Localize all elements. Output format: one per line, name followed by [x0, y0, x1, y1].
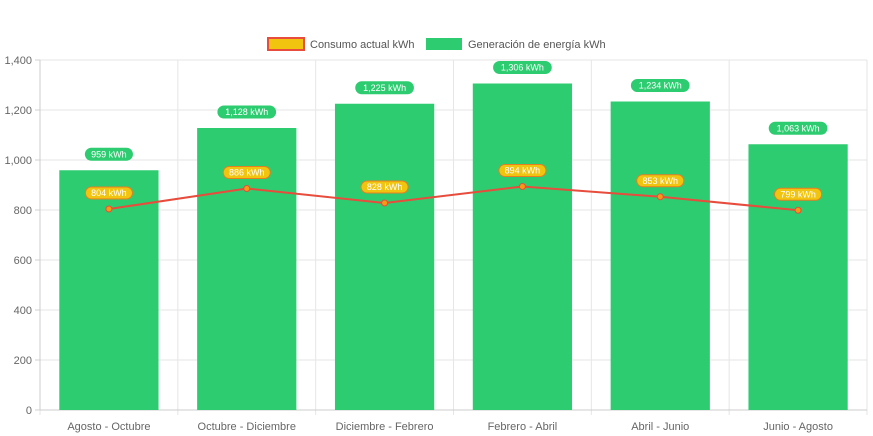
- bar-data-label: 1,306 kWh: [501, 63, 544, 73]
- line-data-label-bg: [360, 180, 409, 194]
- line-data-label-bg: [222, 166, 271, 179]
- x-tick-label: Octubre - Diciembre: [198, 421, 296, 433]
- bar-data-label: 1,234 kWh: [639, 81, 682, 91]
- y-tick-label: 400: [14, 305, 32, 317]
- y-tick-label: 1,400: [4, 55, 32, 67]
- legend-label-generacion[interactable]: Generación de energía kWh: [468, 39, 606, 51]
- bar-data-label-bg: [493, 61, 552, 74]
- x-tick-label: Junio - Agosto: [763, 421, 833, 433]
- y-tick-label: 0: [26, 405, 32, 417]
- bar-data-label-bg: [630, 79, 690, 92]
- line-data-label: 828 kWh: [367, 182, 403, 192]
- x-tick-label: Agosto - Octubre: [67, 421, 150, 433]
- line-point[interactable]: [794, 206, 802, 214]
- line-data-label-bg: [84, 186, 133, 200]
- line-data-label-bg: [636, 174, 685, 188]
- line-point[interactable]: [381, 199, 389, 207]
- series-line: [108, 185, 799, 212]
- y-tick-label: 1,200: [4, 105, 32, 117]
- bar-data-label-bg: [217, 105, 277, 119]
- y-tick-label: 800: [14, 205, 32, 217]
- bar-data-label-bg: [84, 147, 133, 161]
- bar-data-label: 1,128 kWh: [225, 107, 268, 117]
- bar-data-label: 959 kWh: [91, 149, 127, 159]
- line-data-label-bg: [498, 164, 547, 177]
- legend-label-consumo[interactable]: Consumo actual kWh: [310, 39, 415, 51]
- x-tick-label: Febrero - Abril: [488, 421, 558, 433]
- bar[interactable]: [334, 103, 435, 410]
- bar-data-label: 1,225 kWh: [363, 83, 406, 93]
- bar[interactable]: [472, 83, 573, 411]
- line-data-label: 853 kWh: [642, 176, 678, 186]
- x-tick-label: Abril - Junio: [631, 421, 689, 433]
- x-tick-label: Diciembre - Febrero: [336, 421, 434, 433]
- bar[interactable]: [748, 144, 848, 410]
- line-data-label: 804 kWh: [91, 188, 127, 198]
- y-tick-label: 200: [14, 355, 32, 367]
- bar[interactable]: [610, 101, 710, 411]
- line-data-label: 886 kWh: [229, 168, 265, 178]
- line-data-label: 894 kWh: [505, 166, 541, 176]
- line-point[interactable]: [105, 205, 113, 213]
- line-data-label: 799 kWh: [780, 189, 816, 199]
- line-data-label-bg: [774, 187, 823, 201]
- y-tick-label: 1,000: [4, 155, 32, 167]
- legend-swatch-consumo[interactable]: [267, 37, 305, 51]
- line-point[interactable]: [656, 193, 664, 201]
- bar-data-label: 1,063 kWh: [777, 123, 820, 133]
- line-point[interactable]: [243, 185, 251, 192]
- bar-data-label-bg: [768, 121, 828, 135]
- line-point[interactable]: [518, 183, 526, 190]
- legend-swatch-generacion[interactable]: [426, 38, 462, 50]
- y-tick-label: 600: [14, 255, 32, 267]
- bar-data-label-bg: [355, 81, 414, 95]
